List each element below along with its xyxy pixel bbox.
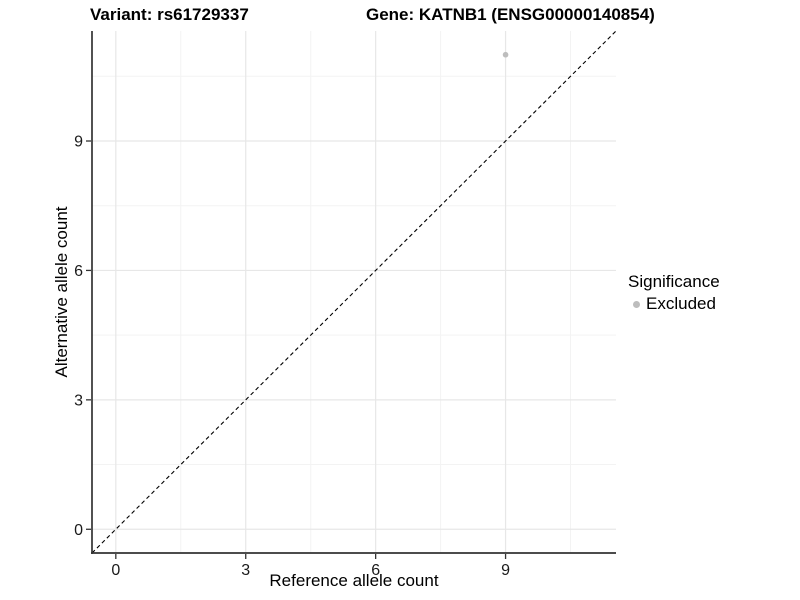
x-tick-label: 3: [241, 562, 250, 579]
legend: Significance Excluded: [628, 272, 720, 314]
identity-line: [91, 30, 617, 554]
grid-major: [92, 31, 616, 553]
y-tick-label: 3: [74, 392, 83, 409]
grid-minor: [92, 31, 616, 553]
legend-item-excluded: Excluded: [628, 294, 720, 314]
excluded-point-swatch: [633, 300, 640, 308]
x-tick-label: 9: [501, 562, 510, 579]
axis-ticks: 0 0 3 3 6 6 9 9: [74, 134, 510, 579]
y-tick-label: 0: [74, 522, 83, 539]
y-tick-label: 9: [74, 134, 83, 151]
variant-title: Variant: rs61729337: [90, 5, 249, 24]
y-tick-label: 6: [74, 263, 83, 280]
x-axis-title: Reference allele count: [269, 571, 439, 590]
x-tick-label: 0: [111, 562, 120, 579]
gene-title: Gene: KATNB1 (ENSG00000140854): [366, 5, 655, 24]
data-point: [502, 51, 509, 58]
legend-item-label: Excluded: [646, 294, 716, 313]
y-axis-title: Alternative allele count: [52, 206, 71, 378]
x-tick-label: 6: [371, 562, 380, 579]
legend-title: Significance: [628, 272, 720, 291]
